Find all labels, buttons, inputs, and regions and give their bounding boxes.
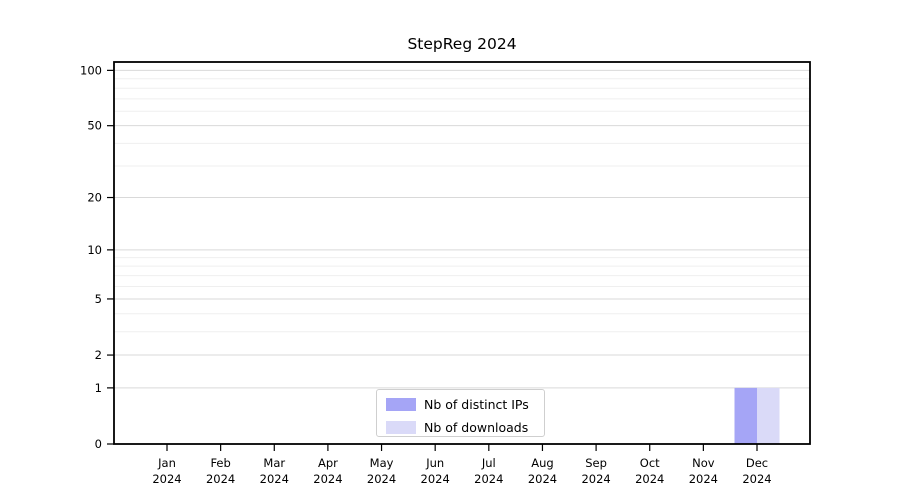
legend-box: Nb of distinct IPs Nb of downloads [376, 389, 545, 437]
x-tick-year-label: 2024 [367, 472, 396, 486]
x-tick-month-label: Oct [640, 456, 660, 470]
x-tick-month-label: Dec [746, 456, 768, 470]
x-tick-month-label: Feb [210, 456, 230, 470]
legend-entry-distinct-ips: Nb of distinct IPs [386, 396, 544, 413]
chart-title: StepReg 2024 [407, 35, 517, 53]
bar-nb-of-downloads-dec-2024 [757, 387, 780, 444]
x-tick-year-label: 2024 [260, 472, 289, 486]
y-tick-label: 0 [95, 437, 102, 451]
x-tick-month-label: Apr [318, 456, 338, 470]
x-tick-year-label: 2024 [421, 472, 450, 486]
x-tick-month-label: Sep [585, 456, 607, 470]
y-tick-label: 100 [80, 63, 102, 77]
x-tick-month-label: May [370, 456, 394, 470]
x-tick-month-label: Jul [481, 456, 496, 470]
x-tick-year-label: 2024 [742, 472, 771, 486]
x-tick-year-label: 2024 [528, 472, 557, 486]
legend-swatch-distinct-ips [386, 398, 416, 411]
x-tick-month-label: Mar [263, 456, 285, 470]
legend-label-downloads: Nb of downloads [424, 420, 529, 435]
y-tick-label: 20 [87, 191, 102, 205]
x-tick-year-label: 2024 [689, 472, 718, 486]
x-tick-year-label: 2024 [635, 472, 664, 486]
x-tick-month-label: Jun [425, 456, 444, 470]
y-tick-label: 50 [87, 119, 102, 133]
x-tick-month-label: Jan [157, 456, 176, 470]
y-tick-label: 1 [95, 381, 102, 395]
legend-entry-downloads: Nb of downloads [386, 419, 544, 436]
x-tick-month-label: Nov [692, 456, 715, 470]
x-tick-year-label: 2024 [152, 472, 181, 486]
legend-swatch-downloads [386, 421, 416, 434]
x-tick-year-label: 2024 [206, 472, 235, 486]
x-tick-year-label: 2024 [313, 472, 342, 486]
x-tick-year-label: 2024 [581, 472, 610, 486]
bar-nb-of-distinct-ips-dec-2024 [734, 387, 757, 444]
legend-label-distinct-ips: Nb of distinct IPs [424, 397, 529, 412]
y-tick-label: 5 [95, 292, 102, 306]
y-tick-label: 10 [87, 243, 102, 257]
x-tick-month-label: Aug [531, 456, 553, 470]
y-tick-label: 2 [95, 348, 102, 362]
x-tick-year-label: 2024 [474, 472, 503, 486]
plot-border [113, 61, 811, 445]
